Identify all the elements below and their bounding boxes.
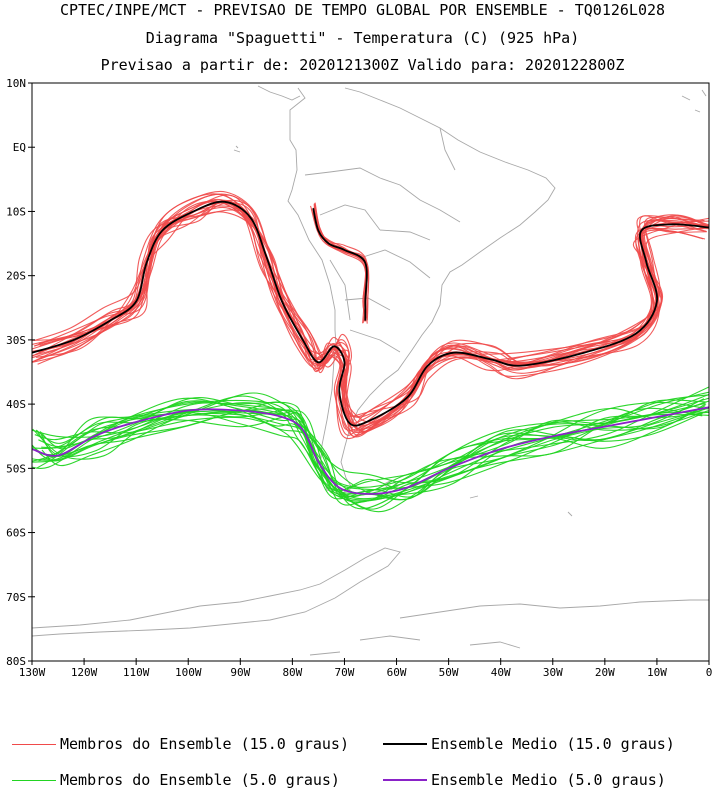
member-line-15 [38, 200, 709, 430]
member-line-15 [313, 211, 367, 317]
lat-label: 20S [6, 270, 26, 283]
legend-swatch-mean-5 [383, 779, 427, 781]
central-america-coastline [257, 85, 301, 101]
lat-label: 10S [6, 205, 26, 218]
lat-label: 60S [6, 527, 26, 540]
member-line-5 [35, 407, 707, 506]
lat-label: 30S [6, 334, 26, 347]
member-line-15 [313, 206, 368, 324]
lon-label: 60W [387, 666, 407, 679]
lon-label: 100W [175, 666, 202, 679]
lat-label: 10N [6, 77, 26, 90]
lat-label: 70S [6, 591, 26, 604]
title-line-3: Previsao a partir de: 2020121300Z Valido… [100, 56, 625, 74]
member-line-15 [310, 208, 367, 322]
member-line-5 [36, 407, 709, 498]
legend-members-15: Membros do Ensemble (15.0 graus) [12, 735, 349, 753]
legend-swatch-members-5 [12, 779, 56, 781]
islands [383, 479, 479, 499]
antarctic-islands [309, 635, 521, 656]
lon-label: 120W [71, 666, 98, 679]
ensemble-members-5 [32, 386, 709, 513]
mean-line-15 [32, 200, 709, 427]
lon-label: 110W [123, 666, 150, 679]
legend-label-members-15: Membros do Ensemble (15.0 graus) [60, 735, 349, 753]
ensemble-means [32, 200, 709, 495]
member-line-15 [39, 202, 704, 425]
member-line-15 [32, 193, 709, 431]
title-line-2: Diagrama "Spaguetti" - Temperatura (C) (… [145, 29, 580, 47]
antarctica-east [399, 599, 709, 619]
lon-label: 0 [706, 666, 713, 679]
lat-label: 80S [6, 655, 26, 668]
lon-label: 50W [439, 666, 459, 679]
member-line-15 [32, 190, 706, 434]
ensemble-members-15 [32, 190, 709, 440]
lon-label: 10W [647, 666, 667, 679]
mean-line-5 [32, 406, 709, 495]
lon-label: 70W [335, 666, 355, 679]
member-line-15 [32, 206, 709, 437]
legend-label-members-5: Membros do Ensemble (5.0 graus) [60, 771, 340, 789]
lon-label: 80W [282, 666, 302, 679]
member-line-15 [313, 204, 368, 324]
member-line-15 [37, 199, 706, 436]
lon-label: 20W [595, 666, 615, 679]
member-line-5 [41, 391, 709, 510]
lon-label: 90W [230, 666, 250, 679]
title-line-1: CPTEC/INPE/MCT - PREVISAO DE TEMPO GLOBA… [59, 1, 666, 19]
lon-label: 130W [19, 666, 46, 679]
member-line-5 [32, 386, 709, 496]
south-america-coastline [287, 87, 556, 495]
legend-members-5: Membros do Ensemble (5.0 graus) [12, 771, 340, 789]
member-line-15 [315, 213, 367, 324]
member-line-15 [33, 211, 708, 438]
member-line-5 [32, 395, 709, 501]
antarctica-coastline [32, 547, 401, 637]
legend-mean-5: Ensemble Medio (5.0 graus) [383, 771, 666, 789]
coastline-layer [32, 85, 709, 656]
lat-label: EQ [13, 141, 26, 154]
lon-label: 30W [543, 666, 563, 679]
legend-swatch-members-15 [12, 743, 56, 745]
lat-label: 40S [6, 398, 26, 411]
plot-frame [31, 82, 710, 662]
small-islands [233, 89, 707, 517]
legend-swatch-mean-15 [383, 743, 427, 745]
legend-label-mean-5: Ensemble Medio (5.0 graus) [431, 771, 666, 789]
lon-label: 40W [491, 666, 511, 679]
member-line-15 [313, 203, 367, 322]
member-line-5 [32, 402, 706, 500]
lat-label: 50S [6, 462, 26, 475]
member-line-15 [313, 213, 370, 319]
legend-label-mean-15: Ensemble Medio (15.0 graus) [431, 735, 675, 753]
mean-line-15 [312, 207, 368, 321]
member-line-5 [41, 412, 703, 491]
legend-mean-15: Ensemble Medio (15.0 graus) [383, 735, 675, 753]
member-line-15 [32, 200, 707, 440]
